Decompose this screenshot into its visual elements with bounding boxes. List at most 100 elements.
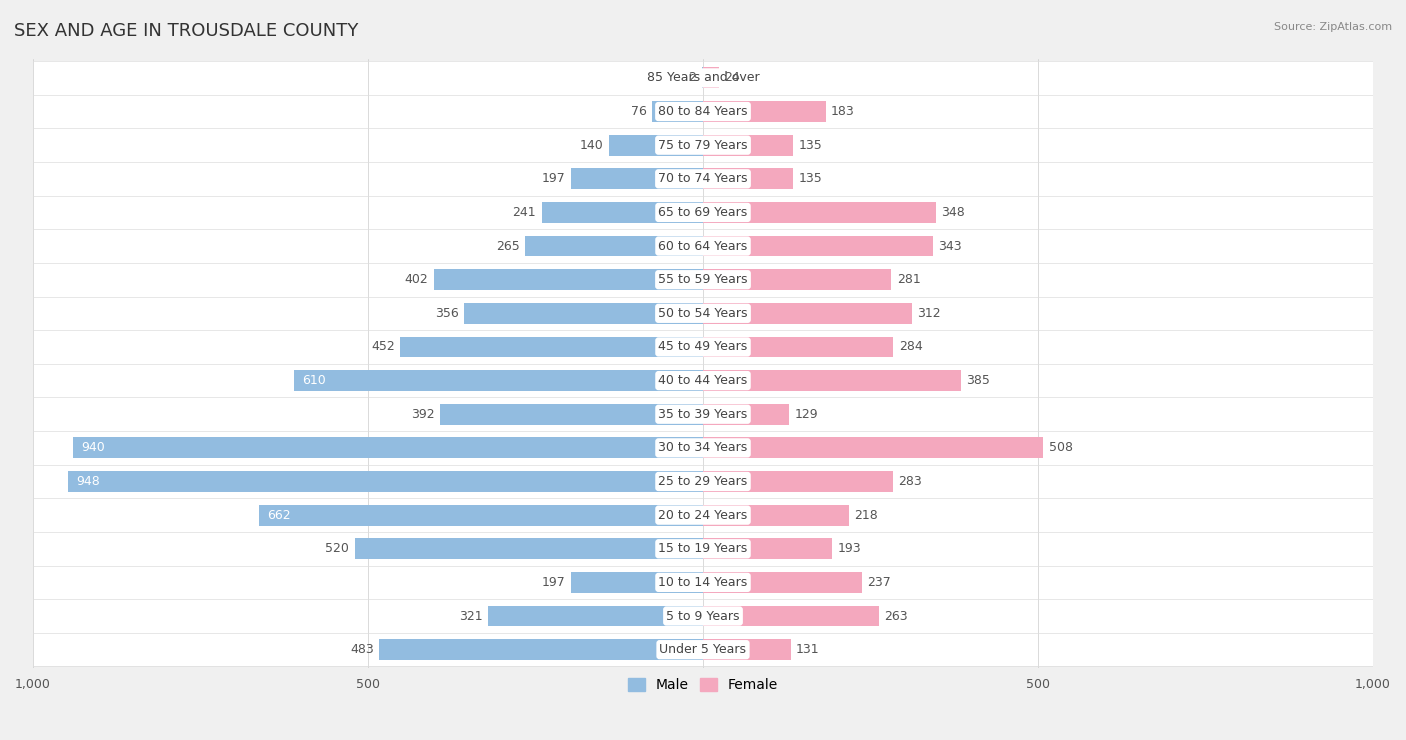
Bar	[32, 263, 1374, 297]
Text: 20 to 24 Years: 20 to 24 Years	[658, 508, 748, 522]
Text: 343: 343	[938, 240, 962, 252]
Text: 129: 129	[794, 408, 818, 421]
Text: 75 to 79 Years: 75 to 79 Years	[658, 138, 748, 152]
Bar	[32, 599, 1374, 633]
Text: 948: 948	[76, 475, 100, 488]
Text: 135: 135	[799, 172, 823, 185]
Bar	[703, 404, 789, 425]
Bar	[541, 202, 703, 223]
Bar	[703, 572, 862, 593]
Text: 237: 237	[868, 576, 891, 589]
Bar	[32, 229, 1374, 263]
Bar	[32, 498, 1374, 532]
Bar	[703, 101, 825, 122]
Bar	[703, 169, 793, 189]
Text: 65 to 69 Years: 65 to 69 Years	[658, 206, 748, 219]
Text: 60 to 64 Years: 60 to 64 Years	[658, 240, 748, 252]
Text: 135: 135	[799, 138, 823, 152]
Bar	[380, 639, 703, 660]
Text: 348: 348	[942, 206, 966, 219]
Text: 35 to 39 Years: 35 to 39 Years	[658, 408, 748, 421]
Text: 76: 76	[631, 105, 647, 118]
Text: 281: 281	[897, 273, 921, 286]
Text: 131: 131	[796, 643, 820, 656]
Text: 385: 385	[966, 374, 990, 387]
Bar	[440, 404, 703, 425]
Text: 85 Years and over: 85 Years and over	[647, 71, 759, 84]
Bar	[703, 135, 793, 155]
Text: 70 to 74 Years: 70 to 74 Years	[658, 172, 748, 185]
Text: 2: 2	[689, 71, 696, 84]
Text: 402: 402	[405, 273, 429, 286]
Bar	[354, 538, 703, 559]
Text: 610: 610	[302, 374, 326, 387]
Bar	[67, 471, 703, 492]
Bar	[32, 565, 1374, 599]
Text: 45 to 49 Years: 45 to 49 Years	[658, 340, 748, 354]
Bar	[703, 505, 849, 525]
Text: 140: 140	[581, 138, 603, 152]
Bar	[703, 235, 932, 257]
Bar	[703, 202, 936, 223]
Bar	[401, 337, 703, 357]
Text: 392: 392	[412, 408, 434, 421]
Text: 452: 452	[371, 340, 395, 354]
Bar	[73, 437, 703, 458]
Text: 50 to 54 Years: 50 to 54 Years	[658, 307, 748, 320]
Bar	[703, 437, 1043, 458]
Text: 520: 520	[325, 542, 349, 555]
Bar	[32, 397, 1374, 431]
Bar	[32, 95, 1374, 128]
Bar	[32, 633, 1374, 667]
Text: 356: 356	[436, 307, 460, 320]
Text: 80 to 84 Years: 80 to 84 Years	[658, 105, 748, 118]
Bar	[703, 269, 891, 290]
Text: 15 to 19 Years: 15 to 19 Years	[658, 542, 748, 555]
Text: Source: ZipAtlas.com: Source: ZipAtlas.com	[1274, 22, 1392, 33]
Bar	[703, 605, 879, 627]
Bar	[703, 471, 893, 492]
Bar	[260, 505, 703, 525]
Bar	[526, 235, 703, 257]
Text: 25 to 29 Years: 25 to 29 Years	[658, 475, 748, 488]
Text: 24: 24	[724, 71, 740, 84]
Text: 283: 283	[898, 475, 922, 488]
Bar	[32, 128, 1374, 162]
Text: 241: 241	[513, 206, 536, 219]
Bar	[32, 297, 1374, 330]
Bar	[294, 370, 703, 391]
Bar	[32, 532, 1374, 565]
Bar	[32, 195, 1374, 229]
Text: 940: 940	[82, 441, 105, 454]
Bar	[488, 605, 703, 627]
Text: 193: 193	[838, 542, 862, 555]
Bar	[571, 572, 703, 593]
Text: 662: 662	[267, 508, 291, 522]
Bar	[703, 538, 832, 559]
Text: 197: 197	[541, 172, 565, 185]
Bar	[32, 431, 1374, 465]
Text: 508: 508	[1049, 441, 1073, 454]
Text: 284: 284	[898, 340, 922, 354]
Text: 183: 183	[831, 105, 855, 118]
Text: 483: 483	[350, 643, 374, 656]
Bar	[32, 330, 1374, 364]
Text: 55 to 59 Years: 55 to 59 Years	[658, 273, 748, 286]
Bar	[32, 465, 1374, 498]
Bar	[32, 162, 1374, 195]
Bar	[571, 169, 703, 189]
Bar	[703, 337, 893, 357]
Bar	[433, 269, 703, 290]
Text: 5 to 9 Years: 5 to 9 Years	[666, 610, 740, 622]
Text: SEX AND AGE IN TROUSDALE COUNTY: SEX AND AGE IN TROUSDALE COUNTY	[14, 22, 359, 40]
Bar	[609, 135, 703, 155]
Bar	[703, 639, 790, 660]
Text: 30 to 34 Years: 30 to 34 Years	[658, 441, 748, 454]
Bar	[32, 364, 1374, 397]
Text: 312: 312	[918, 307, 941, 320]
Text: Under 5 Years: Under 5 Years	[659, 643, 747, 656]
Legend: Male, Female: Male, Female	[623, 673, 783, 698]
Text: 40 to 44 Years: 40 to 44 Years	[658, 374, 748, 387]
Bar	[703, 303, 912, 324]
Text: 197: 197	[541, 576, 565, 589]
